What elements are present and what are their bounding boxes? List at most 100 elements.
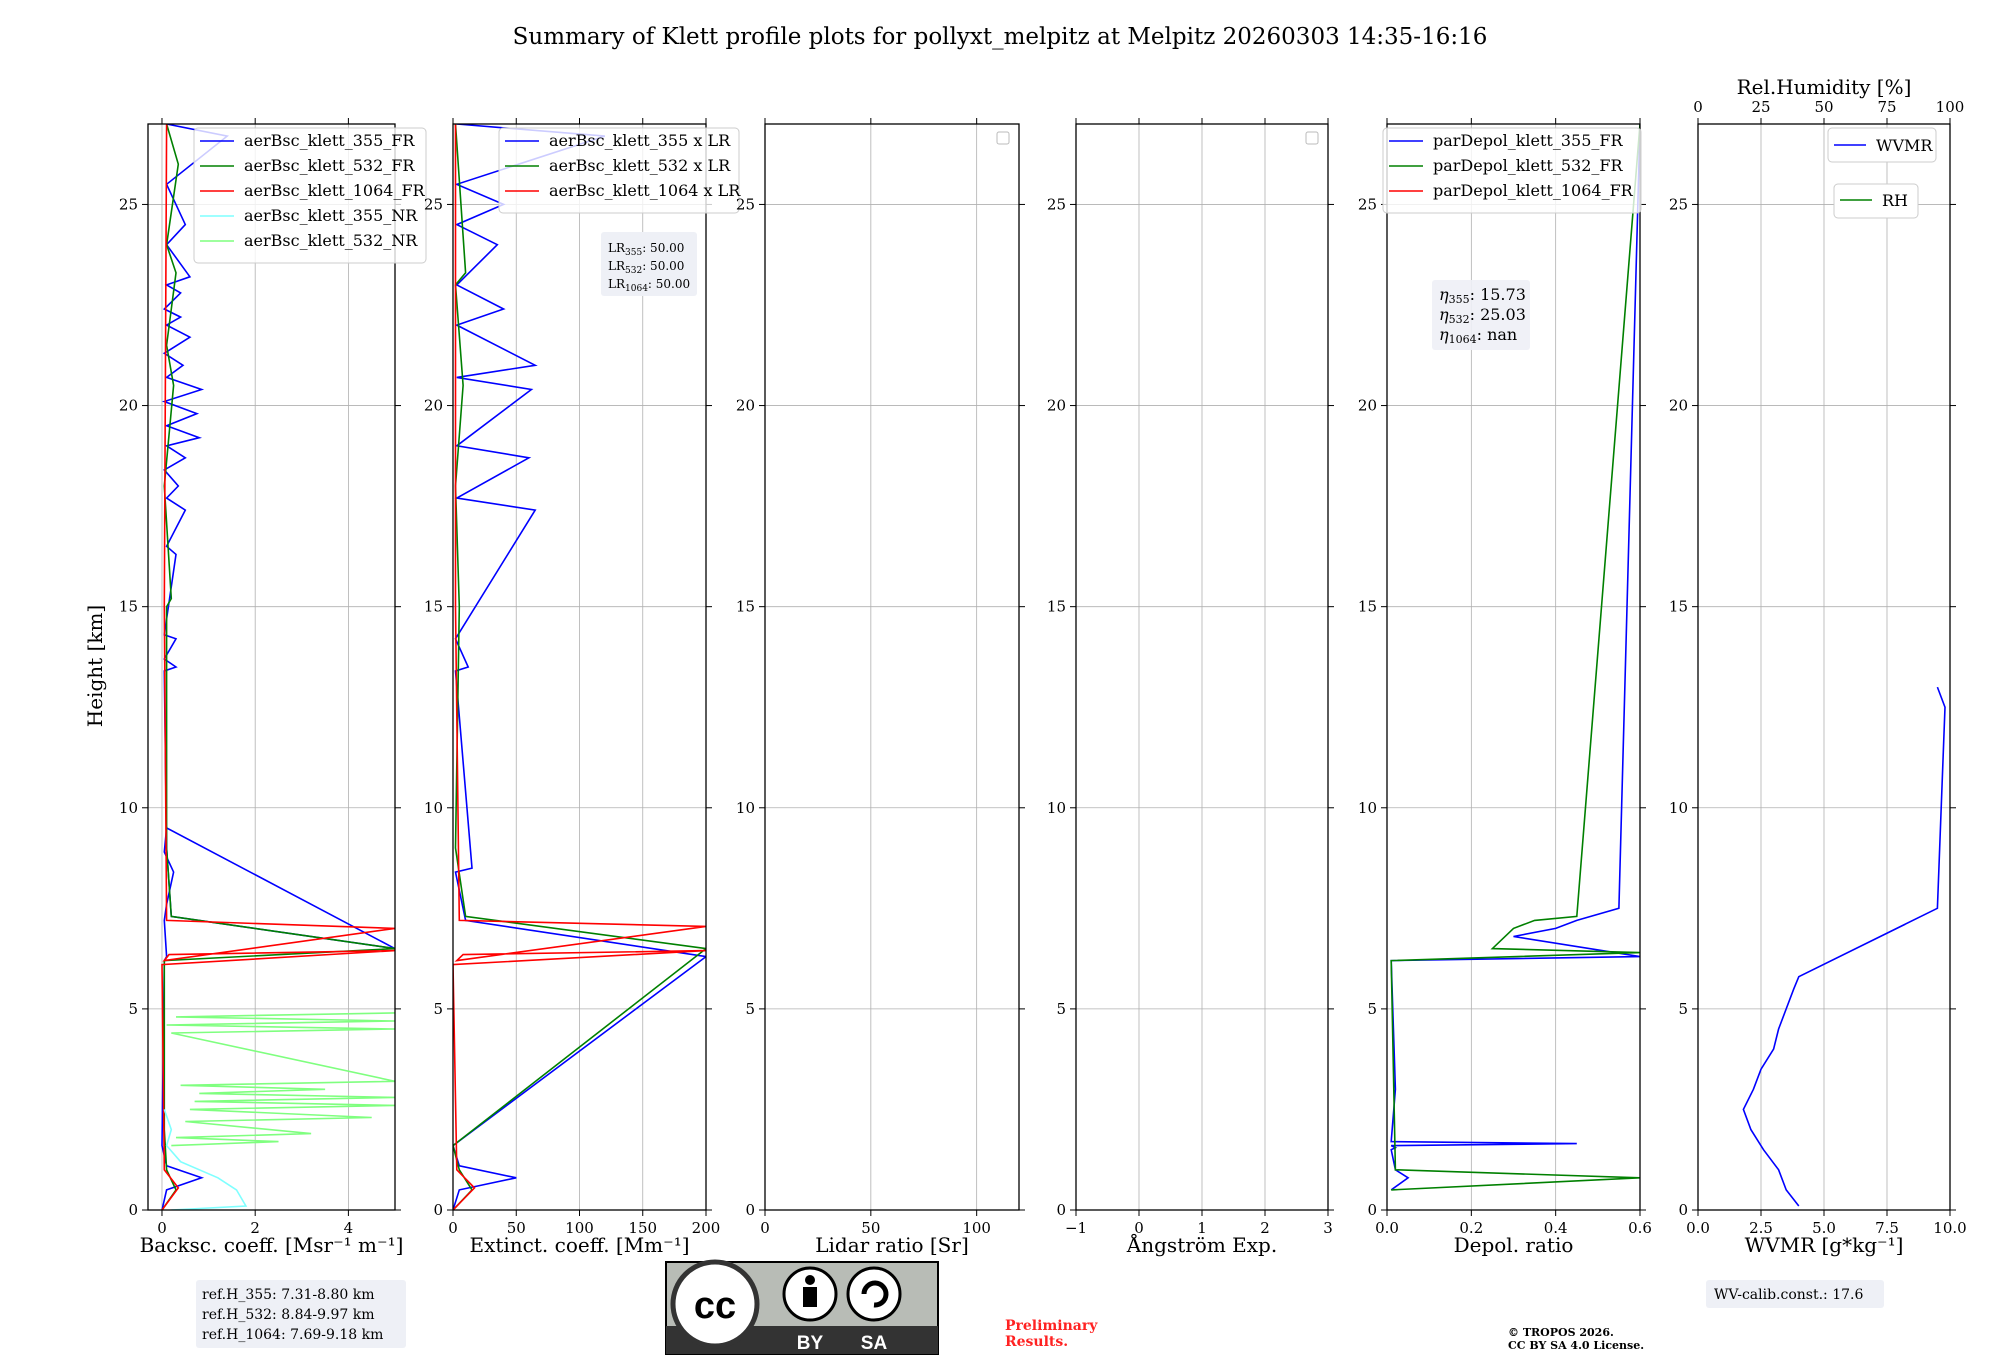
legend-entry: aerBsc_klett_532_NR (244, 231, 418, 250)
legend-entry: parDepol_klett_1064_FR (1433, 181, 1634, 200)
x-tick-label: 200 (692, 1219, 721, 1237)
copyright-line-2: CC BY SA 4.0 License. (1508, 1339, 1644, 1352)
plot-frame (147, 123, 396, 1211)
y-tick-label: 15 (1047, 598, 1066, 616)
legend-entry: aerBsc_klett_355 x LR (549, 131, 731, 150)
cc-license-badge: cc BY SA (665, 1259, 939, 1355)
x-tick-label: 50 (861, 1219, 880, 1237)
x-tick-label: 2 (1260, 1219, 1270, 1237)
y-axis-label: Height [km] (83, 605, 107, 727)
x-tick-label: 0 (760, 1219, 770, 1237)
x-tick-label: 50 (507, 1219, 526, 1237)
top-axis-label: Rel.Humidity [%] (1737, 75, 1912, 99)
y-tick-label: 20 (119, 397, 138, 415)
legend-entry: aerBsc_klett_1064_FR (244, 181, 426, 200)
y-tick-label: 25 (1047, 195, 1066, 213)
series-aerBsc_klett_532_FR (161, 124, 395, 1210)
x-tick-label: 0.0 (1375, 1219, 1399, 1237)
x-axis-label: Depol. ratio (1454, 1233, 1574, 1257)
panel-depol: 0.0 0.2 0.4 0.6 0 5 10 15 20 25 Depol. ratio parDep… (1358, 118, 1652, 1257)
empty-legend-box (1305, 131, 1319, 145)
cc-mark: cc (694, 1285, 736, 1327)
y-tick-label: 25 (736, 195, 755, 213)
series-aerBsc_klett_355_FR (161, 124, 395, 1210)
y-tick-label: 15 (119, 598, 138, 616)
top-tick-label: 75 (1877, 98, 1896, 116)
legend: aerBsc_klett_355 x LR aerBsc_klett_532 x … (498, 127, 741, 214)
x-tick-label: 5.0 (1812, 1219, 1836, 1237)
panel-wvmr: 0.0 2.5 5.0 7.5 10.0 0 5 10 15 20 25 WVMR [g*kg⁻¹] R… (1669, 75, 1967, 1257)
plot-frame (764, 123, 1020, 1211)
y-tick-label: 5 (1367, 1000, 1377, 1018)
ref-height-1064: ref.H_1064: 7.69-9.18 km (202, 1327, 383, 1343)
y-tick-label: 10 (424, 799, 443, 817)
top-tick-label: 25 (1751, 98, 1770, 116)
legend-entry: aerBsc_klett_532_FR (244, 156, 415, 175)
y-tick-label: 20 (736, 397, 755, 415)
y-tick-label: 5 (1678, 1000, 1688, 1018)
ref-height-532: ref.H_532: 8.84-9.97 km (202, 1307, 375, 1323)
legend: RH (1833, 183, 1919, 219)
eta-532: η532: 25.03 (1439, 305, 1526, 326)
y-tick-label: 25 (1669, 195, 1688, 213)
x-tick-label: 0.2 (1459, 1219, 1483, 1237)
y-tick-label: 25 (1358, 195, 1377, 213)
x-axis-label: Ångström Exp. (1126, 1232, 1277, 1257)
preliminary-line-1: Preliminary (1005, 1318, 1098, 1334)
x-tick-label: 2.5 (1749, 1219, 1773, 1237)
y-tick-label: 0 (1367, 1201, 1377, 1219)
y-tick-label: 0 (1056, 1201, 1066, 1219)
lr-1064: LR1064: 50.00 (608, 277, 690, 294)
series-parDepol_klett_355_FR (1390, 124, 1640, 1191)
panel-extinction: 0 50 100 150 200 0 5 10 15 20 25 Extinct. coeff. [M… (424, 118, 741, 1257)
x-tick-label: 100 (565, 1219, 594, 1237)
y-tick-label: 25 (119, 195, 138, 213)
series-WVMR (1742, 686, 1946, 1207)
by-label: BY (797, 1333, 824, 1354)
y-tick-label: 0 (1678, 1201, 1688, 1219)
y-tick-label: 0 (745, 1201, 755, 1219)
series-parDepol_klett_532_FR (1390, 124, 1640, 1191)
x-axis-label: Extinct. coeff. [Mm⁻¹] (469, 1233, 689, 1257)
x-tick-label: 0 (448, 1219, 458, 1237)
empty-legend-box (996, 131, 1010, 145)
x-axis-label: Lidar ratio [Sr] (815, 1233, 969, 1257)
legend-entry: parDepol_klett_355_FR (1433, 131, 1624, 150)
legend: aerBsc_klett_355_FR aerBsc_klett_532_FRae… (193, 127, 427, 264)
x-tick-label: 0 (157, 1219, 167, 1237)
series-aerBsc_klett_355_NR (163, 1109, 248, 1210)
x-tick-label: 1 (1197, 1219, 1207, 1237)
legend: parDepol_klett_355_FR parDepol_klett_532_… (1382, 127, 1642, 214)
sa-share-icon (846, 1266, 902, 1322)
x-tick-label: 0.0 (1686, 1219, 1710, 1237)
panel-lidar_ratio: 0 50 100 0 5 10 15 20 25 Lidar ratio [Sr] (736, 118, 1025, 1257)
ref-height-355: ref.H_355: 7.31-8.80 km (202, 1287, 375, 1303)
x-axis-label: Backsc. coeff. [Msr⁻¹ m⁻¹] (140, 1233, 404, 1257)
x-tick-label: 10.0 (1933, 1219, 1966, 1237)
preliminary-line-2: Results. (1005, 1334, 1068, 1350)
x-axis-label: WVMR [g*kg⁻¹] (1745, 1233, 1904, 1257)
x-tick-label: 4 (344, 1219, 354, 1237)
series-aerBsc_klett_1064 x LR (453, 124, 706, 1210)
reference-height-box: ref.H_355: 7.31-8.80 km ref.H_532: 8.84-… (196, 1280, 406, 1348)
top-tick-label: 50 (1814, 98, 1833, 116)
y-tick-label: 0 (128, 1201, 138, 1219)
wv-calib-const: WV-calib.const.: 17.6 (1714, 1287, 1863, 1303)
y-tick-label: 10 (1669, 799, 1688, 817)
legend-entry: aerBsc_klett_355_FR (244, 131, 415, 150)
y-tick-label: 10 (1358, 799, 1377, 817)
top-tick-label: 100 (1936, 98, 1965, 116)
y-tick-label: 15 (1669, 598, 1688, 616)
series-aerBsc_klett_532_NR (166, 1012, 395, 1147)
chart-title: Summary of Klett profile plots for polly… (513, 24, 1488, 50)
x-tick-label: 7.5 (1875, 1219, 1899, 1237)
legend-entry: aerBsc_klett_355_NR (244, 206, 418, 225)
series-aerBsc_klett_1064_FR (161, 124, 395, 1210)
y-tick-label: 5 (128, 1000, 138, 1018)
y-tick-label: 5 (433, 1000, 443, 1018)
x-tick-label: 100 (962, 1219, 991, 1237)
y-tick-label: 20 (1358, 397, 1377, 415)
y-tick-label: 0 (433, 1201, 443, 1219)
